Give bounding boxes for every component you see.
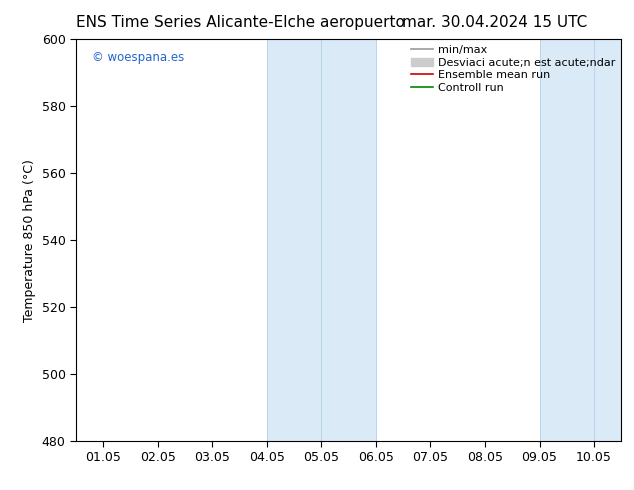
Bar	[594, 39, 621, 441]
Text: ENS Time Series Alicante-Elche aeropuerto: ENS Time Series Alicante-Elche aeropuert…	[77, 15, 405, 30]
Bar	[321, 39, 376, 441]
Bar	[540, 39, 594, 441]
Bar	[267, 39, 321, 441]
Legend: min/max, Desviaci acute;n est acute;ndar, Ensemble mean run, Controll run: min/max, Desviaci acute;n est acute;ndar…	[408, 43, 618, 96]
Text: © woespana.es: © woespana.es	[93, 51, 184, 64]
Text: mar. 30.04.2024 15 UTC: mar. 30.04.2024 15 UTC	[402, 15, 587, 30]
Y-axis label: Temperature 850 hPa (°C): Temperature 850 hPa (°C)	[23, 159, 36, 321]
